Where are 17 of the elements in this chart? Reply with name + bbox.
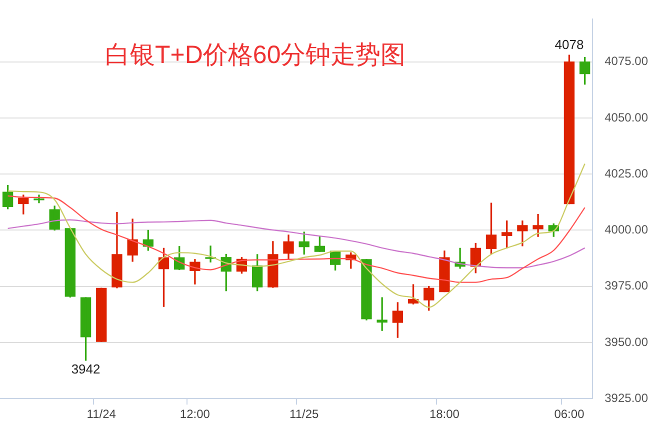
y-tick-label: 4075.00: [604, 54, 648, 68]
y-tick-label: 4050.00: [604, 110, 648, 124]
y-tick-label: 4025.00: [604, 166, 648, 180]
y-tick-label: 4000.00: [604, 222, 648, 237]
x-tick-label: 06:00: [554, 407, 585, 422]
x-tick-label: 12:00: [180, 407, 210, 422]
x-tick-label: 11/24: [86, 407, 116, 422]
candlestick: [96, 288, 107, 342]
annotation: 3942: [71, 362, 100, 377]
y-tick-label: 3925.00: [604, 390, 648, 405]
candlestick: [34, 194, 44, 204]
x-tick-label: 11/25: [290, 407, 320, 422]
text: 白银T+D价格60分钟走势图: [105, 40, 406, 71]
annotation: 4078: [554, 37, 584, 52]
y-tick-label: 3975.00: [604, 278, 648, 293]
y-tick-label: 3950.00: [604, 334, 648, 349]
x-tick-label: 18:00: [429, 407, 460, 422]
